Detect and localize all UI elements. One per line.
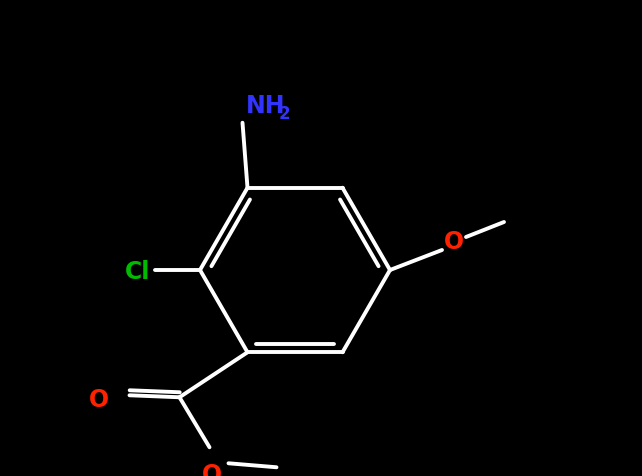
Text: O: O: [202, 463, 221, 476]
Text: 2: 2: [279, 105, 290, 123]
Text: O: O: [89, 388, 110, 412]
Text: Cl: Cl: [125, 260, 150, 284]
Text: O: O: [444, 230, 464, 254]
Text: NH: NH: [245, 94, 285, 118]
